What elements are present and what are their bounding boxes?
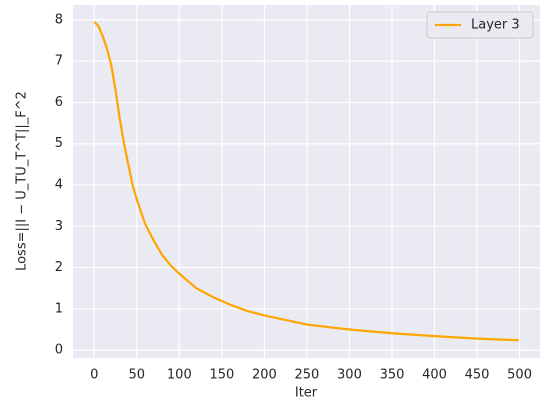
x-tick-label: 100 (167, 368, 192, 383)
x-tick-label: 0 (90, 368, 98, 383)
y-axis-label: Loss=||I − U_TU_T^T||_F^2 (15, 91, 30, 271)
x-tick-label: 300 (337, 368, 362, 383)
x-tick-label: 50 (129, 368, 146, 383)
y-tick-label: 5 (55, 136, 63, 151)
y-tick-label: 3 (55, 219, 63, 234)
y-tick-label: 1 (55, 301, 63, 316)
y-tick-label: 6 (55, 95, 63, 110)
legend-box (426, 11, 534, 39)
x-tick-label: 350 (380, 368, 405, 383)
y-tick-label: 4 (55, 178, 63, 193)
x-tick-label: 150 (209, 368, 234, 383)
legend-label: Layer 3 (471, 18, 520, 33)
x-tick-label: 200 (252, 368, 277, 383)
x-tick-label: 450 (465, 368, 490, 383)
y-tick-label: 7 (55, 54, 63, 69)
x-tick-label: 250 (295, 368, 320, 383)
x-tick-label: 400 (422, 368, 447, 383)
x-axis-label: Iter (295, 386, 318, 401)
x-tick-label: 500 (507, 368, 532, 383)
y-tick-label: 2 (55, 260, 63, 275)
y-tick-label: 0 (55, 343, 63, 358)
data-line (93, 21, 519, 342)
y-tick-label: 8 (55, 12, 63, 27)
